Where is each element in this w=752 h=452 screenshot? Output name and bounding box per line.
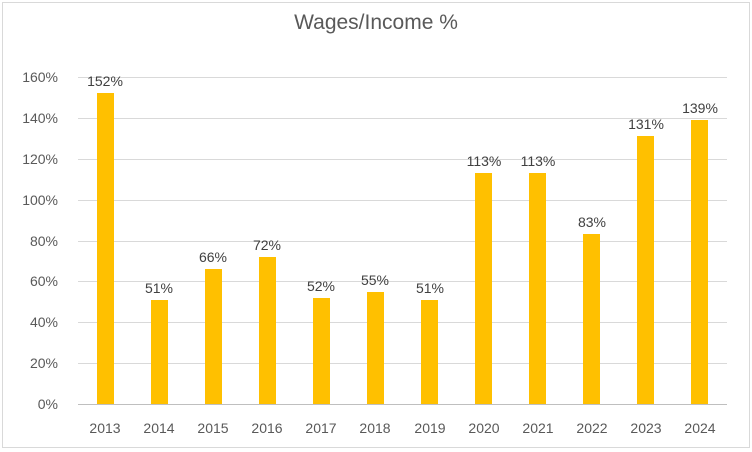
bar-2024 xyxy=(691,120,708,404)
gridline xyxy=(78,241,727,242)
data-label: 131% xyxy=(628,116,664,132)
bar-2015 xyxy=(205,269,222,404)
x-tick-label: 2024 xyxy=(684,420,716,436)
y-tick-label: 40% xyxy=(29,314,58,330)
bar-2016 xyxy=(259,257,276,404)
bar-2014 xyxy=(151,300,168,404)
bar-2013 xyxy=(97,93,114,404)
x-tick-label: 2015 xyxy=(197,420,229,436)
gridline xyxy=(78,200,727,201)
data-label: 152% xyxy=(87,73,123,89)
data-label: 83% xyxy=(577,214,607,230)
bar-2019 xyxy=(421,300,438,404)
x-tick-label: 2021 xyxy=(522,420,554,436)
x-tick-label: 2018 xyxy=(359,420,391,436)
y-tick-label: 20% xyxy=(29,355,58,371)
data-label: 51% xyxy=(415,280,445,296)
gridline xyxy=(78,363,727,364)
data-label: 51% xyxy=(144,280,174,296)
data-label: 113% xyxy=(520,153,556,169)
bar-2023 xyxy=(637,136,654,404)
y-tick-label: 0% xyxy=(37,396,58,412)
x-tick-label: 2013 xyxy=(89,420,121,436)
data-label: 113% xyxy=(466,153,502,169)
y-tick-label: 160% xyxy=(22,69,58,85)
x-tick-label: 2023 xyxy=(630,420,662,436)
data-label: 66% xyxy=(198,249,228,265)
x-tick-label: 2017 xyxy=(305,420,337,436)
gridline xyxy=(78,159,727,160)
gridline xyxy=(78,281,727,282)
gridline xyxy=(78,322,727,323)
y-tick-label: 140% xyxy=(22,110,58,126)
chart-title: Wages/Income % xyxy=(294,11,458,34)
data-label: 139% xyxy=(682,100,718,116)
x-tick-label: 2022 xyxy=(576,420,608,436)
gridline xyxy=(78,118,727,119)
bar-2018 xyxy=(367,292,384,404)
y-tick-label: 120% xyxy=(22,151,58,167)
gridline xyxy=(78,77,727,78)
bar-2017 xyxy=(313,298,330,404)
x-tick-label: 2016 xyxy=(251,420,283,436)
data-label: 52% xyxy=(306,278,336,294)
x-tick-label: 2019 xyxy=(414,420,446,436)
bar-2021 xyxy=(529,173,546,404)
x-tick-label: 2014 xyxy=(143,420,175,436)
data-label: 55% xyxy=(360,272,390,288)
y-tick-label: 60% xyxy=(29,273,58,289)
y-tick-label: 100% xyxy=(22,192,58,208)
y-tick-label: 80% xyxy=(29,233,58,249)
bar-2022 xyxy=(583,234,600,404)
bar-2020 xyxy=(475,173,492,404)
data-label: 72% xyxy=(252,237,282,253)
x-tick-label: 2020 xyxy=(468,420,500,436)
x-axis-line xyxy=(78,404,727,405)
